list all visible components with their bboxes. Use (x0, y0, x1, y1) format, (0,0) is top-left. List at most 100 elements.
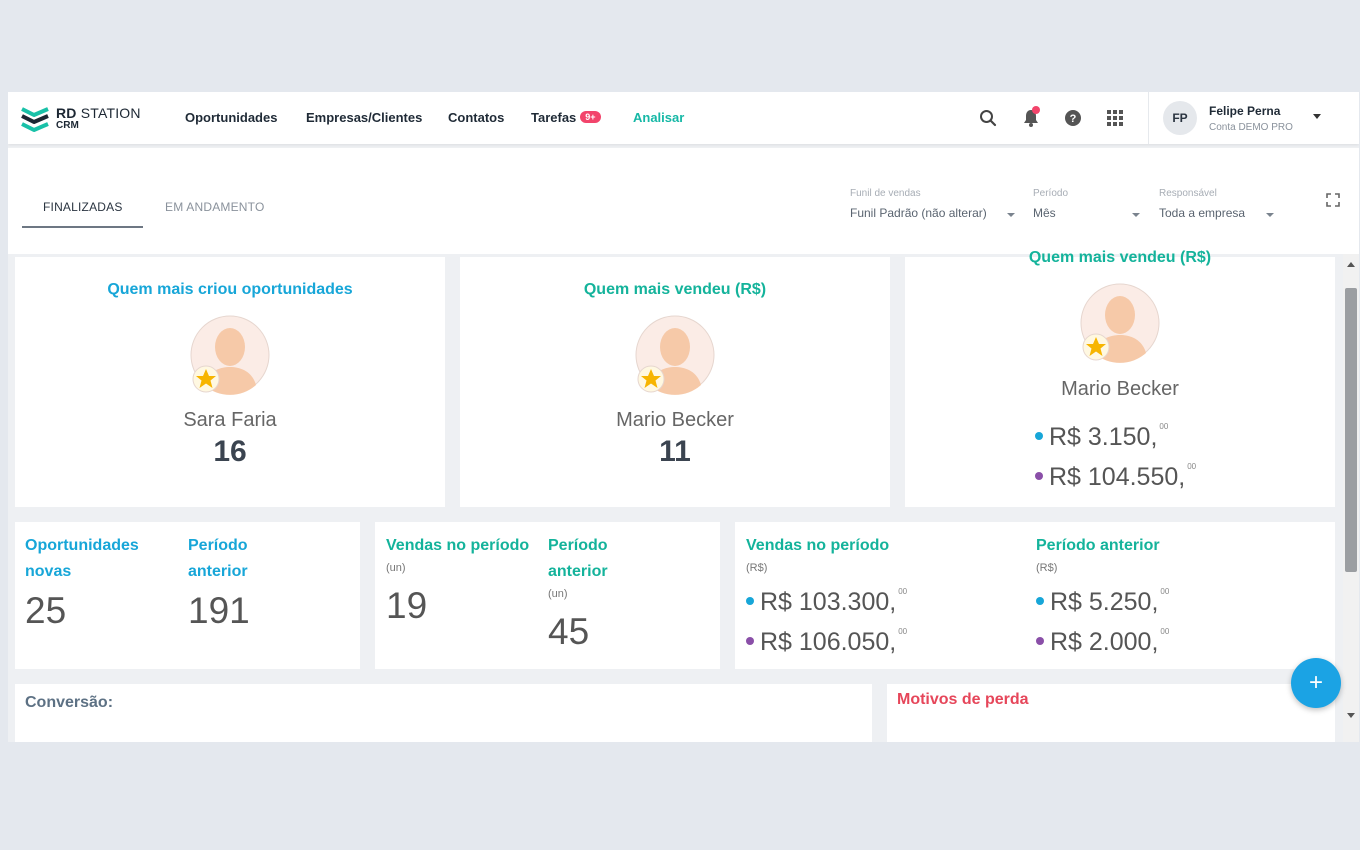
amount-cents: 00 (1187, 462, 1197, 471)
stat-label-line: anterior (188, 563, 248, 580)
tab-em-andamento[interactable]: EM ANDAMENTO (165, 200, 265, 214)
stat-label-line: Oportunidades (25, 537, 139, 554)
blue-dot-icon (1036, 597, 1044, 605)
section-title: Conversão: (25, 694, 114, 711)
stat-label-line: novas (25, 563, 72, 580)
nav-empresas-clientes[interactable]: Empresas/Clientes (306, 110, 423, 125)
card-quem-mais-vendeu-un: Quem mais vendeu (R$) Mario Becker 11 (460, 257, 890, 507)
nav-oportunidades[interactable]: Oportunidades (185, 110, 278, 125)
rd-station-logo[interactable]: RD STATION CRM (20, 103, 141, 133)
stat-label-line: Período (188, 537, 248, 554)
purple-dot-icon (746, 637, 754, 645)
user-avatar-icon (1080, 283, 1160, 363)
amount-value: R$ 2.000, (1050, 628, 1159, 656)
avatar: FP (1163, 101, 1197, 135)
chevron-down-icon (1313, 114, 1321, 119)
periodo-value: Mês (1033, 206, 1056, 220)
card-quem-mais-vendeu-rs: Quem mais vendeu (R$) Mario Becker R$ 3.… (905, 249, 1335, 507)
stat-amount-2: R$ 106.050, 00 (746, 627, 907, 657)
responsavel-value: Toda a empresa (1159, 206, 1246, 220)
stat-prev-amount-2: R$ 2.000, 00 (1036, 627, 1169, 657)
stat-label-line: anterior (548, 563, 608, 580)
leader-name: Mario Becker (1061, 378, 1179, 400)
leader-name: Mario Becker (616, 409, 734, 431)
user-name: Felipe Perna (1209, 104, 1281, 118)
purple-dot-icon (1035, 472, 1043, 480)
stat-prev-value: 191 (188, 590, 250, 631)
bell-icon[interactable] (1021, 106, 1041, 128)
stat-label-line: Período (548, 537, 608, 554)
scroll-up-icon[interactable] (1347, 262, 1355, 267)
card-quem-mais-criou: Quem mais criou oportunidades Sara Faria… (15, 257, 445, 507)
add-fab-button[interactable]: + (1291, 658, 1341, 708)
fullscreen-icon[interactable] (1326, 193, 1340, 212)
card-title: Quem mais vendeu (R$) (1028, 249, 1212, 266)
nav-tarefas[interactable]: Tarefas 9+ (531, 110, 601, 125)
card-vendas-un: Vendas no período (un) 19 Período anterio… (375, 522, 720, 669)
dark-mode-icon[interactable] (1290, 192, 1306, 213)
amount-cents: 00 (898, 587, 908, 596)
stat-unit: (un) (386, 562, 406, 574)
user-avatar-icon (635, 315, 715, 395)
scrollbar-thumb[interactable] (1345, 288, 1357, 572)
leader-value: 11 (659, 435, 691, 468)
apps-grid-icon[interactable] (1105, 108, 1125, 128)
amount-cents: 00 (1159, 422, 1169, 431)
brand-name-rest: STATION (76, 104, 141, 121)
section-title: Motivos de perda (897, 691, 1029, 708)
amount-value: R$ 106.050, (760, 628, 897, 656)
funil-value: Funil Padrão (não alterar) (850, 206, 987, 220)
stat-prev-label: Período anterior (1036, 537, 1160, 554)
leader-amount-2: R$ 104.550, 00 (1035, 462, 1196, 492)
stat-value: 19 (386, 585, 428, 626)
leader-amount-1: R$ 3.150, 00 (1035, 422, 1168, 452)
stat-label: Oportunidades novas (25, 533, 139, 585)
tasks-badge: 9+ (580, 111, 601, 123)
top-navbar: RD STATION CRM Oportunidades Empresas/Cl… (8, 92, 1359, 144)
help-icon[interactable]: ? (1063, 108, 1083, 128)
card-vendas-rs: Vendas no período (R$) R$ 103.300, 00 R$ … (735, 522, 1335, 669)
notification-dot (1032, 106, 1040, 114)
nav-contatos[interactable]: Contatos (448, 110, 505, 125)
brand-sub: CRM (56, 119, 79, 131)
svg-text:?: ? (1070, 113, 1077, 125)
amount-cents: 00 (1160, 587, 1170, 596)
tab-finalizadas[interactable]: FINALIZADAS (43, 200, 123, 214)
brand-name-bold: RD (56, 104, 77, 121)
filter-bar: FINALIZADAS EM ANDAMENTO Funil de vendas… (8, 148, 1359, 254)
active-tab-indicator (22, 226, 143, 228)
stat-unit: (R$) (746, 562, 768, 574)
user-menu[interactable]: FP Felipe Perna Conta DEMO PRO (1148, 92, 1359, 144)
stat-prev-amount-1: R$ 5.250, 00 (1036, 587, 1169, 617)
leader-value: 16 (213, 435, 247, 468)
amount-value: R$ 5.250, (1050, 588, 1159, 616)
chevron-down-icon (1266, 213, 1274, 217)
scroll-down-icon[interactable] (1347, 713, 1355, 718)
blue-dot-icon (746, 597, 754, 605)
card-title: Quem mais vendeu (R$) (583, 281, 767, 298)
nav-tarefas-label: Tarefas (531, 110, 577, 125)
amount-value: R$ 3.150, (1049, 423, 1158, 451)
search-icon[interactable] (978, 108, 998, 128)
amount-cents: 00 (898, 627, 908, 636)
user-account: Conta DEMO PRO (1209, 122, 1293, 133)
stat-prev-label: Período anterior (548, 533, 608, 585)
chevron-down-icon (1132, 213, 1140, 217)
blue-dot-icon (1035, 432, 1043, 440)
user-avatar-icon (190, 315, 270, 395)
rd-logo-icon (21, 107, 49, 132)
purple-dot-icon (1036, 637, 1044, 645)
stat-label: Vendas no período (386, 537, 530, 554)
stat-amount-1: R$ 103.300, 00 (746, 587, 907, 617)
stat-prev-value: 45 (548, 611, 590, 652)
amount-value: R$ 104.550, (1049, 463, 1186, 491)
crm-app: RD STATION CRM Oportunidades Empresas/Cl… (8, 92, 1359, 742)
amount-value: R$ 103.300, (760, 588, 897, 616)
nav-analisar[interactable]: Analisar (633, 110, 685, 125)
funil-label: Funil de vendas (850, 188, 921, 199)
leader-name: Sara Faria (183, 409, 277, 431)
stat-prev-unit: (un) (548, 588, 568, 600)
stat-value: 25 (25, 590, 67, 631)
card-conversao: Conversão: (15, 684, 872, 742)
card-oportunidades-novas: Oportunidades novas 25 Período anterior 19… (15, 522, 360, 669)
